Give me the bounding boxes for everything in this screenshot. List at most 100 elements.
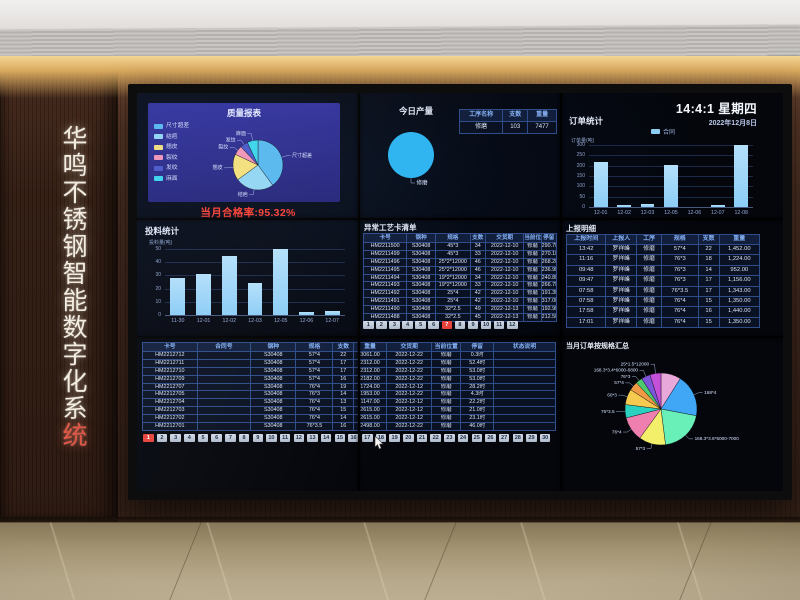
page-button-16[interactable]: 16 (348, 434, 359, 442)
table-cell: 25*4 (435, 298, 470, 306)
table-cell: 21.0时 (460, 407, 493, 415)
page-button-24[interactable]: 24 (457, 434, 469, 442)
table-cell: 76*3 (661, 255, 697, 265)
page-button-30[interactable]: 30 (539, 434, 551, 442)
table-row: HM2212701 S30408 76*3.5 16 2498.00 2022-12-22… (143, 422, 555, 430)
gridline (589, 155, 753, 157)
page-button-26[interactable]: 26 (485, 434, 496, 442)
page-button-11[interactable]: 11 (279, 434, 291, 442)
page-button-14[interactable]: 14 (320, 434, 332, 442)
page-button-12[interactable]: 12 (293, 434, 305, 442)
y-tick-label: 10 (155, 298, 161, 305)
panel-title: 当月订单按规格汇总 (566, 343, 629, 350)
table-row: HM2212704 S30408 76*4 13 1147.00 2022-12-12 修磨… (143, 398, 555, 407)
table-cell: 25*4 (435, 290, 470, 298)
table-cell (493, 375, 555, 383)
bar-11-30 (170, 278, 186, 315)
page-button-13[interactable]: 13 (307, 434, 318, 442)
page-button-4[interactable]: 4 (184, 434, 195, 442)
bar-12-07 (711, 205, 725, 207)
legend-label: 麻面 (166, 175, 178, 182)
time-text: 14:4:1 (675, 102, 715, 116)
bar-12-07 (324, 311, 340, 315)
page-button-17[interactable]: 17 (362, 434, 373, 442)
page-button-20[interactable]: 20 (403, 434, 414, 442)
page-button-1[interactable]: 1 (143, 434, 154, 442)
page-button-10[interactable]: 10 (266, 434, 277, 442)
table-row: HM2211493 S30408 19*2*12000 33 2022-12-10 修磨 2… (364, 281, 556, 290)
table-cell: 32*2.5 (435, 306, 470, 314)
table-cell: 1,440.00 (718, 307, 759, 317)
page-button-21[interactable]: 21 (416, 434, 428, 442)
table-cell: 46.0时 (460, 423, 493, 430)
page-button-25[interactable]: 25 (471, 434, 482, 442)
page-button-28[interactable]: 28 (512, 434, 524, 442)
page-button-12[interactable]: 12 (507, 321, 518, 329)
page-button-15[interactable]: 15 (334, 434, 346, 442)
table-cell: 2022-12-10 (484, 274, 523, 282)
table-cell (493, 367, 555, 375)
table-cell: 17 (697, 286, 719, 296)
brand-accent-char: 统 (62, 422, 88, 450)
table-cell: S30408 (250, 367, 295, 375)
page-button-1[interactable]: 1 (363, 321, 374, 329)
page-button-9[interactable]: 9 (467, 321, 479, 329)
page-button-6[interactable]: 6 (211, 434, 222, 442)
cards-pagination: 1 2 3 4 5 6 7 8 9 10 11 12 13 14 15 16 17 18 19 20 21 22 23 24 2… (143, 434, 551, 442)
page-button-5[interactable]: 5 (197, 434, 209, 442)
column-header: 支数 (697, 235, 719, 244)
page-button-8[interactable]: 8 (238, 434, 250, 442)
column-header: 工序 (636, 235, 661, 244)
panel-feed-stats: 投料统计 投料量(吨) 0 10 20 30 40 50 11-30 12-01 12-02 12… (137, 219, 359, 337)
bar-slot: 12-05 (659, 145, 682, 216)
page-button-5[interactable]: 5 (415, 321, 426, 329)
page-button-6[interactable]: 6 (428, 321, 439, 329)
page-button-4[interactable]: 4 (402, 321, 413, 329)
page-button-11[interactable]: 11 (493, 321, 505, 329)
pie-label-line (237, 139, 245, 145)
page-button-22[interactable]: 22 (430, 434, 441, 442)
page-button-2[interactable]: 2 (156, 434, 168, 442)
table-cell: 2022-12-10 (484, 258, 523, 266)
y-tick-label: 30 (155, 272, 161, 279)
quality-defect-pie: 尺寸超差 结疤 翘皮 裂纹 发纹 麻面 (190, 115, 330, 206)
page-button-10[interactable]: 10 (480, 321, 492, 329)
table-cell: 103 (502, 122, 527, 133)
page-button-23[interactable]: 23 (444, 434, 455, 442)
table-cell: HM2212709 (155, 375, 185, 382)
page-button-19[interactable]: 19 (389, 434, 400, 442)
page-button-27[interactable]: 27 (498, 434, 510, 442)
column-header: 交货期 (484, 234, 523, 242)
table-cell: 236.9时 (540, 266, 556, 274)
page-button-7[interactable]: 7 (225, 434, 236, 442)
column-header: 规格 (661, 235, 697, 244)
page-button-18[interactable]: 18 (375, 434, 387, 442)
reports-table: 上报时间 上报人 工序 规格 支数 重量 13:42 罗祥峰 修磨 57*4 22 1,452.00 1… (566, 234, 760, 329)
table-row: 17:58 罗祥峰 修磨 76*4 16 1,440.00 (567, 306, 759, 317)
table-cell: 2022-12-12 (386, 399, 431, 407)
abnormal-pagination: 1 2 3 4 5 6 7 8 9 10 11 12 (363, 321, 518, 329)
panel-today-production: 今日产量 修磨 工序名称 支数 重量 修磨 103 7477 (359, 93, 561, 219)
table-cell: 2022-12-13 (484, 306, 523, 314)
page-button-7[interactable]: 7 (441, 321, 453, 329)
page-button-2[interactable]: 2 (376, 321, 387, 329)
table-cell: 15 (697, 296, 719, 307)
pie-slice-label: 60*3 (607, 392, 617, 397)
page-button-3[interactable]: 3 (389, 321, 400, 329)
left-wood-panel (0, 56, 118, 522)
column-header: 规格 (295, 343, 332, 351)
table-cell: 16 (332, 423, 353, 430)
page-button-9[interactable]: 9 (252, 434, 263, 442)
pass-rate-text: 当月合格率:95.32% (200, 207, 296, 219)
table-cell: 22 (697, 245, 719, 255)
panel-title: 今日产量 (399, 106, 434, 116)
page-button-29[interactable]: 29 (526, 434, 537, 442)
table-cell: 2312.00 (353, 359, 386, 367)
floor-tile-seam (169, 522, 202, 600)
page-button-8[interactable]: 8 (454, 321, 466, 329)
table-cell: 修磨 (431, 359, 460, 367)
page-button-3[interactable]: 3 (170, 434, 181, 442)
table-cell: HM2211494 (370, 274, 400, 281)
bar-12-05 (664, 164, 678, 207)
pie-label-line (247, 133, 253, 141)
